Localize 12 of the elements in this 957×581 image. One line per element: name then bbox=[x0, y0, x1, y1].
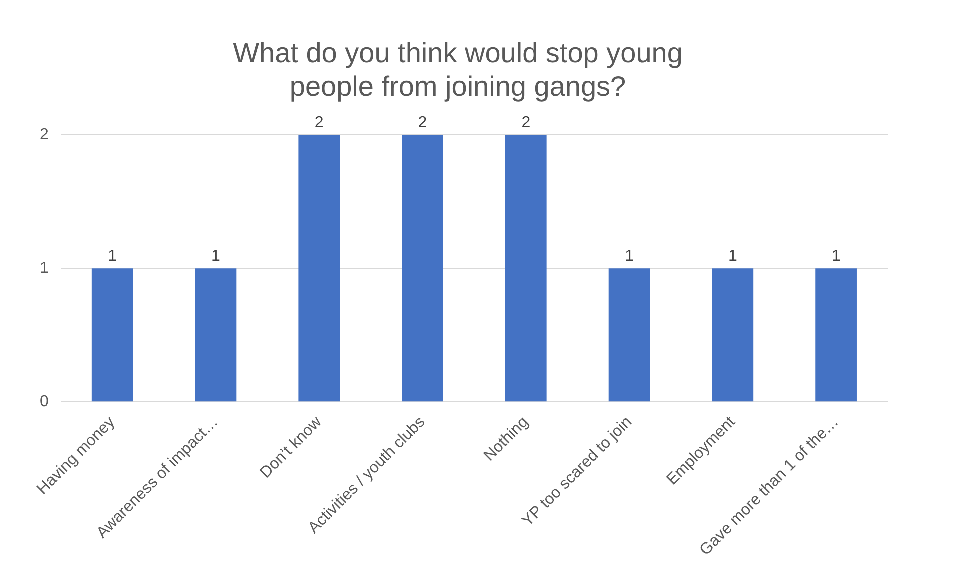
data-label: 1 bbox=[212, 248, 221, 266]
y-tick-label: 0 bbox=[40, 394, 49, 411]
y-tick-label: 1 bbox=[40, 260, 49, 278]
data-label: 1 bbox=[832, 248, 841, 266]
data-label: 2 bbox=[522, 114, 531, 132]
data-label: 1 bbox=[625, 248, 634, 266]
chart-title: What do you think would stop young people from joining gangs? bbox=[233, 38, 683, 102]
data-label: 1 bbox=[728, 248, 738, 266]
data-label: 2 bbox=[418, 114, 428, 132]
y-tick-label: 2 bbox=[40, 126, 49, 144]
data-label: 1 bbox=[108, 248, 118, 266]
data-label: 2 bbox=[314, 114, 324, 132]
